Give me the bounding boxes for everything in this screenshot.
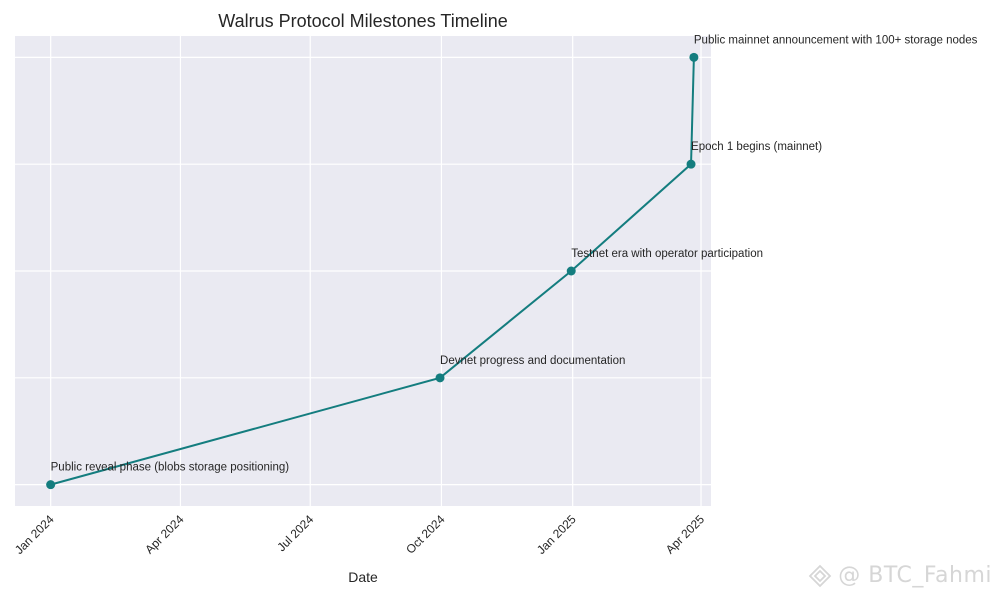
x-axis-ticks: Jan 2024 Apr 2024 Jul 2024 Oct 2024 Jan 2025… [12, 512, 707, 557]
series-layer [46, 52, 699, 490]
milestone-label: Epoch 1 begins (mainnet) [691, 141, 822, 153]
x-tick-label: Jul 2024 [274, 512, 316, 554]
x-tick-label: Apr 2024 [142, 512, 187, 557]
watermark-text: @ BTC_Fahmi [838, 563, 992, 588]
milestone-point [566, 266, 576, 276]
milestone-point [686, 159, 696, 169]
milestone-point [46, 480, 56, 490]
x-tick-label: Apr 2025 [663, 512, 708, 557]
milestone-label: Public mainnet announcement with 100+ st… [694, 34, 978, 46]
x-tick-label: Oct 2024 [403, 512, 448, 557]
milestone-point [689, 52, 699, 62]
grid-lines [15, 36, 711, 506]
diamond-logo-icon [809, 564, 832, 587]
milestone-label: Testnet era with operator participation [571, 248, 763, 260]
chart-title: Walrus Protocol Milestones Timeline [218, 11, 507, 31]
milestone-point [435, 373, 445, 383]
milestone-label: Public reveal phase (blobs storage posit… [51, 462, 290, 474]
milestone-label: Devnet progress and documentation [440, 355, 625, 367]
annotations-layer: Public reveal phase (blobs storage posit… [51, 34, 978, 473]
watermark: @ BTC_Fahmi [808, 563, 992, 588]
x-axis-label: Date [348, 569, 378, 585]
x-tick-label: Jan 2025 [534, 512, 579, 557]
x-tick-label: Jan 2024 [12, 512, 57, 557]
